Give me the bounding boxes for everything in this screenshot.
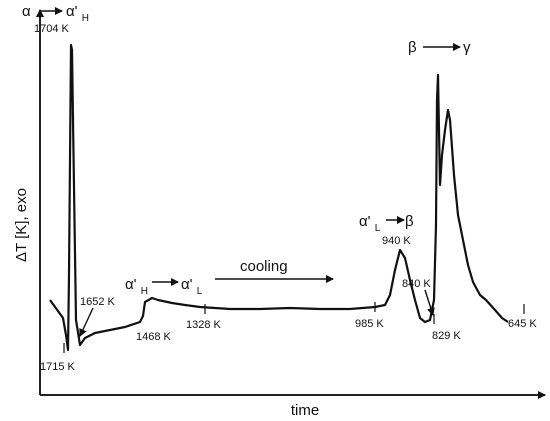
label-trans2: α' H α' L — [125, 276, 203, 298]
label-trans1: α α' H — [22, 3, 89, 24]
trans3-from: α' — [359, 213, 371, 230]
arrow-840 — [424, 289, 435, 316]
trans2-from: α' — [125, 276, 137, 293]
label-cooling: cooling — [240, 258, 288, 275]
trans2-to-sub: L — [197, 286, 203, 297]
label-940: 940 K — [382, 235, 411, 247]
trans1-to: α' — [66, 3, 78, 20]
trans3-to: β — [405, 213, 414, 230]
arrow-1652 — [79, 307, 94, 337]
label-1328: 1328 K — [186, 319, 222, 331]
trans4-to: γ — [463, 39, 471, 56]
trans1-from: α — [22, 3, 31, 20]
label-trans4: β γ — [408, 39, 471, 56]
label-1715: 1715 K — [40, 361, 76, 373]
trans1-to-sub: H — [82, 13, 89, 24]
dta-curve — [49, 43, 509, 352]
trans3-from-sub: L — [375, 223, 381, 234]
label-1468: 1468 K — [136, 331, 172, 343]
y-axis-label: ΔT [K], exo — [13, 188, 30, 262]
label-1704: 1704 K — [34, 23, 70, 35]
trans2-to: α' — [181, 276, 193, 293]
label-985: 985 K — [355, 318, 384, 330]
plot-area — [49, 43, 525, 353]
label-645: 645 K — [508, 318, 537, 330]
label-829: 829 K — [432, 330, 461, 342]
label-1652: 1652 K — [80, 296, 116, 308]
trans2-from-sub: H — [141, 286, 148, 297]
label-trans3: α' L β — [359, 213, 414, 235]
label-840: 840 K — [402, 278, 431, 290]
x-axis-label: time — [291, 402, 319, 419]
trans4-from: β — [408, 39, 417, 56]
